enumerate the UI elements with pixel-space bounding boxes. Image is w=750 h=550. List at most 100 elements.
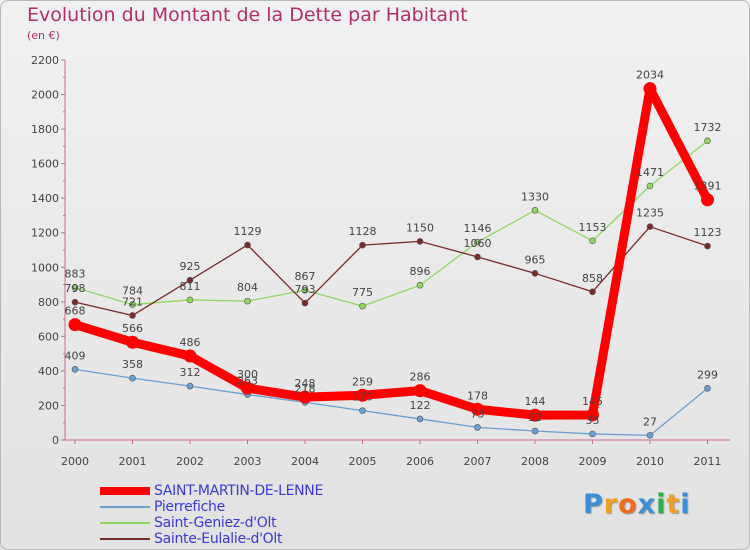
data-point — [68, 318, 82, 332]
data-label: 1732 — [694, 121, 722, 134]
y-tick-label: 800 — [38, 296, 59, 309]
data-point — [646, 432, 654, 439]
data-label: 883 — [65, 267, 86, 280]
legend-item: Saint-Geniez-d'Olt — [100, 515, 323, 531]
proxiti-logo: Proxiti — [583, 489, 691, 520]
data-label: 1123 — [694, 226, 722, 239]
data-label: 784 — [122, 285, 143, 298]
x-tick-label: 2011 — [694, 455, 722, 468]
data-point — [129, 374, 136, 382]
series-line-3 — [74, 226, 709, 317]
data-label: 1391 — [694, 180, 722, 193]
legend-swatch — [100, 522, 150, 524]
data-point — [531, 270, 539, 277]
data-point — [71, 298, 79, 306]
legend-swatch — [100, 538, 150, 540]
x-tick-label: 2006 — [406, 455, 434, 468]
data-point — [704, 385, 711, 392]
y-tick-label: 2000 — [31, 89, 59, 102]
y-tick-label: 200 — [38, 399, 59, 412]
data-point — [186, 276, 194, 284]
data-label: 299 — [697, 368, 718, 381]
data-point — [701, 193, 714, 207]
legend-label: Sainte-Eulalie-d'Olt — [154, 531, 283, 547]
data-point — [71, 366, 79, 373]
x-tick-label: 2003 — [234, 455, 262, 468]
data-point — [471, 402, 484, 416]
data-point — [528, 408, 542, 422]
x-tick-label: 2005 — [349, 455, 377, 468]
logo-letter: x — [637, 489, 657, 520]
data-point — [704, 242, 711, 250]
x-tick-label: 2000 — [61, 455, 89, 468]
data-label: 300 — [237, 368, 258, 381]
data-point — [301, 299, 309, 307]
data-point — [589, 430, 596, 438]
data-point — [186, 382, 194, 390]
data-label: 178 — [467, 389, 488, 402]
data-label: 775 — [352, 286, 373, 299]
data-label: 1146 — [464, 222, 492, 235]
data-point — [244, 241, 251, 249]
data-label: 144 — [525, 395, 546, 408]
data-label: 286 — [410, 371, 431, 384]
x-tick-label: 2002 — [176, 455, 204, 468]
legend-label: Pierrefiche — [154, 499, 225, 515]
data-label: 811 — [180, 280, 201, 293]
data-point — [474, 253, 481, 261]
data-label: 1060 — [464, 237, 492, 250]
data-point — [586, 408, 599, 422]
series-line-2 — [74, 140, 709, 307]
y-tick-label: 600 — [38, 330, 59, 343]
data-label: 798 — [65, 282, 86, 295]
data-label: 218 — [295, 382, 316, 395]
data-label: 1150 — [406, 221, 434, 234]
y-tick-label: 1600 — [31, 158, 59, 171]
legend-item: Sainte-Eulalie-d'Olt — [100, 531, 323, 547]
chart-subtitle: (en €) — [27, 29, 60, 42]
data-label: 793 — [295, 283, 316, 296]
data-label: 858 — [582, 272, 603, 285]
data-point — [183, 349, 197, 363]
data-label: 486 — [180, 336, 201, 349]
data-label: 1153 — [579, 221, 607, 234]
data-point — [531, 427, 539, 435]
data-label: 1330 — [521, 190, 549, 203]
series-line-1 — [74, 368, 709, 436]
data-point — [301, 286, 309, 294]
data-point — [416, 238, 424, 245]
data-point — [589, 288, 596, 296]
x-tick-label: 2008 — [521, 455, 549, 468]
data-point — [186, 296, 194, 304]
data-point — [126, 335, 139, 349]
data-label: 170 — [352, 391, 373, 404]
legend-label: SAINT-MARTIN-DE-LENNE — [154, 483, 324, 499]
x-tick-label: 2007 — [464, 455, 492, 468]
logo-letter: r — [603, 489, 619, 520]
data-point — [643, 82, 657, 96]
data-label: 122 — [410, 399, 431, 412]
data-point — [413, 384, 427, 398]
data-point — [359, 407, 366, 414]
data-label: 358 — [122, 358, 143, 371]
x-tick-label: 2010 — [636, 455, 664, 468]
data-label: 73 — [471, 407, 485, 420]
data-label: 312 — [180, 366, 201, 379]
data-label: 145 — [582, 395, 603, 408]
y-tick-label: 1400 — [31, 192, 59, 205]
data-label: 1128 — [349, 225, 377, 238]
data-label: 965 — [525, 253, 546, 266]
y-tick-label: 0 — [52, 434, 59, 447]
legend-swatch — [100, 487, 150, 495]
data-label: 263 — [237, 375, 258, 388]
data-point — [241, 381, 254, 395]
data-point — [359, 302, 366, 310]
data-label: 259 — [352, 375, 373, 388]
x-tick-label: 2009 — [579, 455, 607, 468]
data-point — [646, 182, 654, 190]
data-label: 804 — [237, 281, 258, 294]
data-label: 27 — [643, 415, 657, 428]
y-tick-label: 1800 — [31, 123, 59, 136]
data-label: 896 — [410, 265, 431, 278]
